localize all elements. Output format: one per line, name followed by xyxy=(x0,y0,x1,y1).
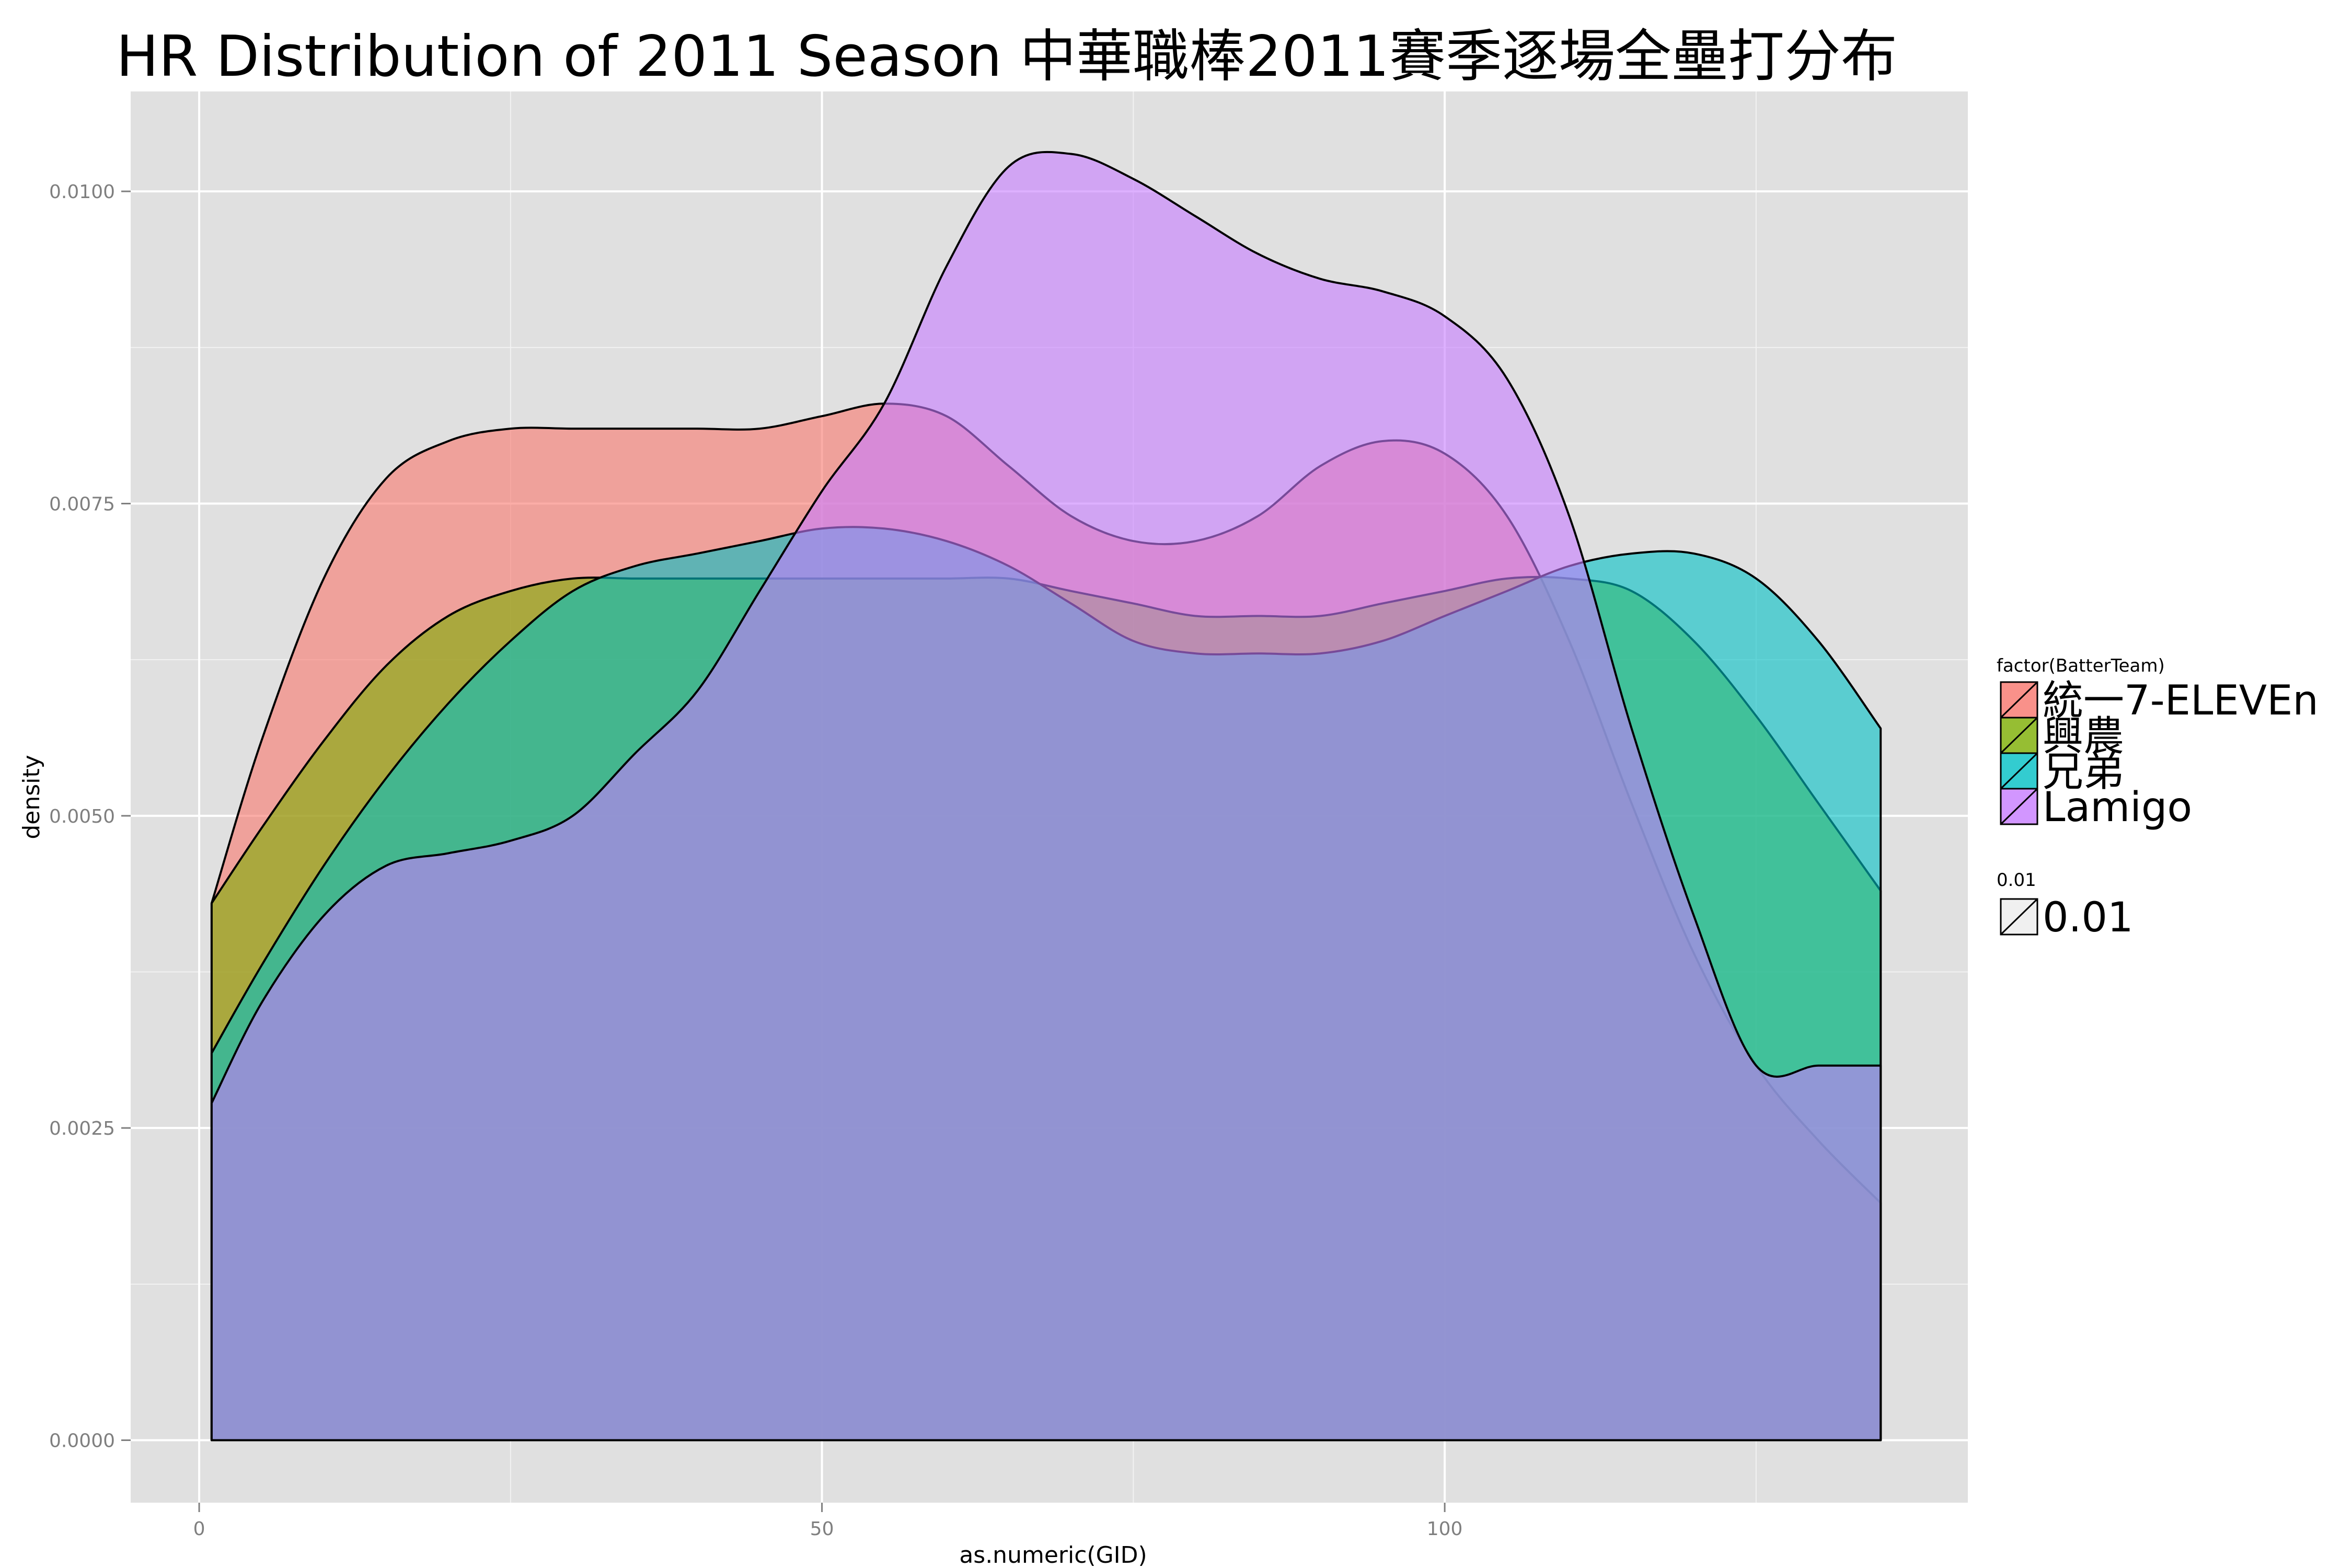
x-tick-label: 50 xyxy=(810,1518,834,1540)
density-area xyxy=(210,151,1882,1442)
y-tick-label: 0.0050 xyxy=(49,806,115,827)
y-tick-label: 0.0100 xyxy=(49,181,115,203)
y-axis-label: density xyxy=(18,755,45,839)
legend-key-line xyxy=(2000,788,2038,825)
legend: factor(BatterTeam) 統一7-ELEVEn興農兄弟Lamigo … xyxy=(1997,655,2319,941)
y-tick-label: 0.0075 xyxy=(49,493,115,515)
alpha-legend-key-line xyxy=(2000,898,2038,936)
y-tick-label: 0.0000 xyxy=(49,1431,115,1452)
chart-title: HR Distribution of 2011 Season 中華職棒2011賽… xyxy=(116,24,1897,89)
y-axis: 0.0000 0.0025 0.0050 0.0075 0.0100 xyxy=(49,181,131,1452)
legend-key-line xyxy=(2000,681,2038,719)
alpha-legend-title: 0.01 xyxy=(1997,870,2036,891)
x-axis: 0 50 100 xyxy=(193,1503,1463,1540)
legend-key-line xyxy=(2000,717,2038,754)
y-tick-label: 0.0025 xyxy=(49,1118,115,1139)
legend-label: 統一7-ELEVEn xyxy=(2043,677,2319,724)
alpha-legend-label: 0.01 xyxy=(2043,894,2134,941)
legend-title: factor(BatterTeam) xyxy=(1997,655,2165,676)
x-tick-label: 0 xyxy=(193,1518,205,1540)
x-tick-label: 100 xyxy=(1427,1518,1463,1540)
density-series xyxy=(210,151,1882,1442)
legend-label: 興農 xyxy=(2043,713,2124,760)
legend-label: 兄弟 xyxy=(2043,748,2124,795)
legend-key-line xyxy=(2000,752,2038,790)
legend-label: Lamigo xyxy=(2043,784,2192,831)
x-axis-label: as.numeric(GID) xyxy=(959,1542,1147,1568)
